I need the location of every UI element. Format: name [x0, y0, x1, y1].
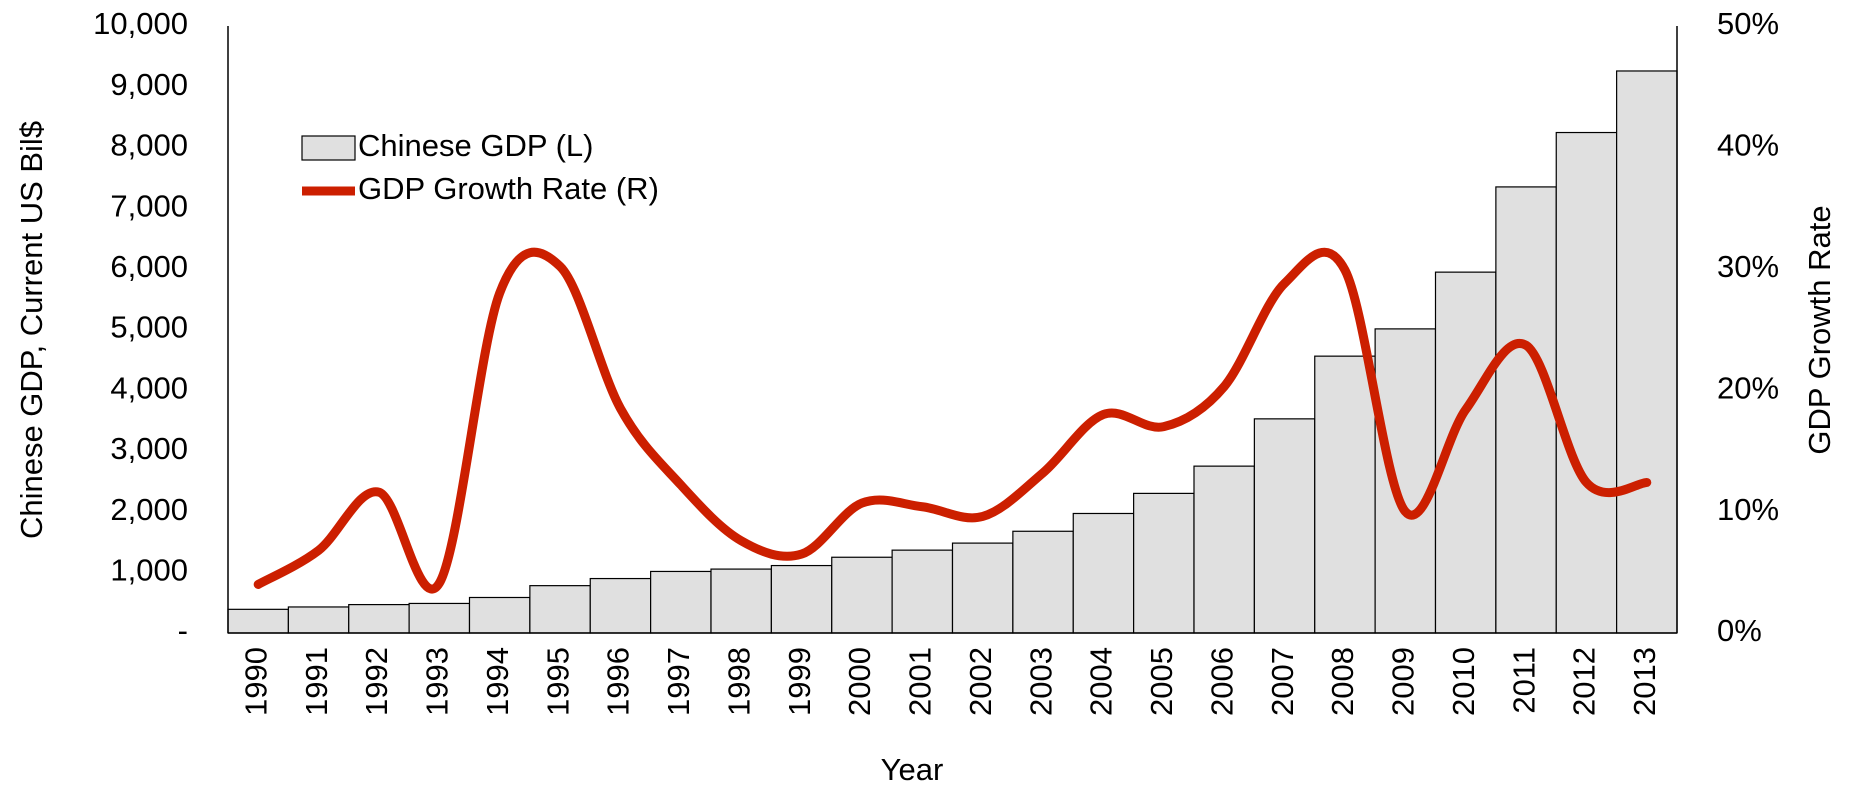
x-tick-label: 2012 — [1567, 647, 1602, 716]
x-tick-label: 1994 — [480, 647, 515, 716]
x-tick-label: 1998 — [721, 647, 756, 716]
bar — [529, 585, 591, 634]
y2-tick-label: 10% — [1717, 492, 1779, 527]
bar — [1495, 186, 1557, 634]
x-tick-label: 2004 — [1084, 647, 1119, 716]
bar — [710, 568, 772, 634]
x-tick-label: 2000 — [842, 647, 877, 716]
x-tick-label: 2010 — [1446, 647, 1481, 716]
bar — [1314, 355, 1376, 634]
y-tick-label: 8,000 — [110, 128, 188, 163]
y2-tick-label: 30% — [1717, 249, 1779, 284]
y2-tick-label: 0% — [1717, 613, 1762, 648]
y2-tick-label: 40% — [1717, 128, 1779, 163]
y-tick-label: 3,000 — [110, 431, 188, 466]
x-tick-label: 1999 — [782, 647, 817, 716]
y-tick-label: 6,000 — [110, 249, 188, 284]
x-tick-label: 1996 — [601, 647, 636, 716]
bar — [408, 602, 471, 634]
x-tick-label: 2013 — [1627, 647, 1662, 716]
y-tick-label: 4,000 — [110, 370, 188, 405]
x-tick-label: 2006 — [1204, 647, 1239, 716]
bar — [770, 564, 833, 634]
x-tick-label: 2011 — [1506, 647, 1541, 714]
x-tick-label: 2007 — [1265, 647, 1300, 716]
legend-label: GDP Growth Rate (R) — [358, 171, 659, 206]
x-axis-title: Year — [881, 752, 944, 787]
y2-tick-label: 50% — [1717, 6, 1779, 41]
bar — [951, 542, 1014, 634]
growth-line — [253, 247, 1652, 594]
y-tick-label: 2,000 — [110, 492, 188, 527]
legend-label: Chinese GDP (L) — [358, 128, 593, 163]
bar — [1555, 131, 1618, 634]
bar — [891, 549, 954, 634]
y-tick-label: - — [178, 613, 188, 648]
x-tick-label: 1992 — [359, 647, 394, 716]
x-tick-label: 2005 — [1144, 647, 1179, 716]
y-tick-label: 9,000 — [110, 67, 188, 102]
bar — [287, 606, 350, 634]
x-tick-label: 1990 — [238, 647, 273, 716]
bar — [1616, 70, 1678, 634]
x-tick-label: 2001 — [903, 647, 938, 716]
x-tick-label: 2008 — [1325, 647, 1360, 716]
bar — [1253, 418, 1316, 634]
y-tick-label: 1,000 — [110, 552, 188, 587]
x-tick-label: 1997 — [661, 647, 696, 716]
bar — [650, 570, 712, 634]
bar — [589, 577, 652, 634]
bar — [1072, 512, 1135, 634]
y2-tick-label: 20% — [1717, 370, 1779, 405]
bar — [1193, 465, 1255, 634]
bar — [831, 556, 893, 634]
x-tick-label: 2002 — [963, 647, 998, 716]
y2-axis-title: GDP Growth Rate — [1802, 205, 1837, 454]
x-tick-label: 1991 — [299, 647, 334, 716]
x-tick-label: 2009 — [1386, 647, 1421, 716]
legend-swatch — [301, 135, 356, 161]
bar — [1012, 530, 1074, 634]
x-tick-label: 1993 — [420, 647, 455, 716]
bar — [348, 603, 410, 634]
bar — [227, 608, 289, 634]
y-axis-title: Chinese GDP, Current US Bil$ — [14, 121, 49, 539]
y-tick-label: 5,000 — [110, 310, 188, 345]
bar — [1133, 492, 1195, 634]
bar — [1374, 328, 1437, 634]
y-tick-label: 10,000 — [93, 6, 188, 41]
bar — [468, 596, 531, 634]
y-tick-label: 7,000 — [110, 188, 188, 223]
x-tick-label: 2003 — [1023, 647, 1058, 716]
x-tick-label: 1995 — [540, 647, 575, 716]
